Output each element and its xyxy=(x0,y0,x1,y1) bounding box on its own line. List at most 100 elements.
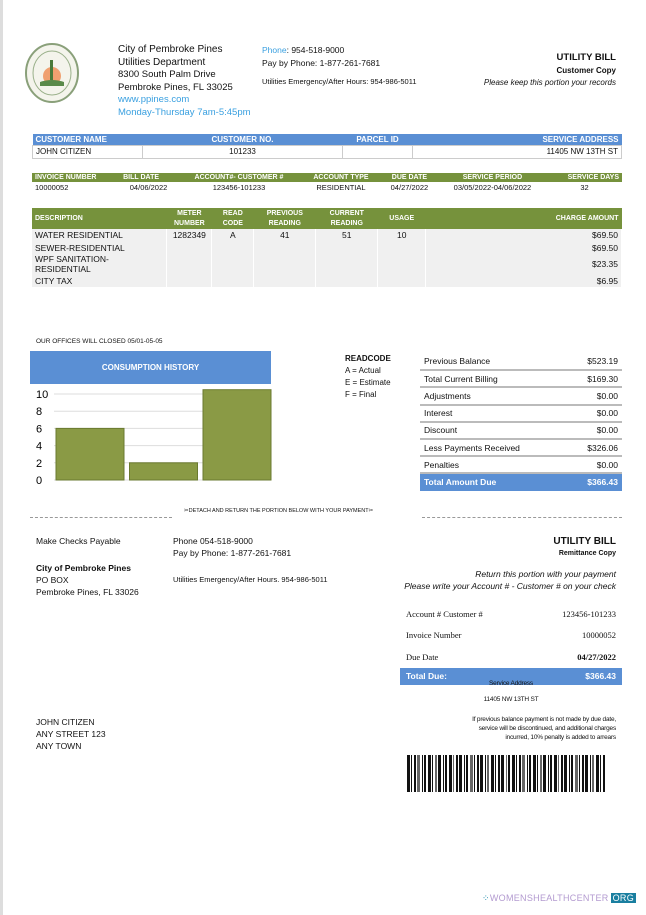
cell xyxy=(211,241,255,255)
col-header: DESCRIPTION xyxy=(32,208,167,229)
org-name: City of Pembroke Pines xyxy=(118,44,223,55)
org-street: 8300 South Palm Drive xyxy=(118,69,216,80)
col-header: CURRENT READING xyxy=(315,208,378,229)
summary-label: Penalties xyxy=(420,456,568,475)
cell: 51 xyxy=(315,229,379,242)
summary-label: Interest xyxy=(420,404,568,423)
cell: RESIDENTIAL xyxy=(316,183,366,192)
cell: 10000052 xyxy=(35,183,69,192)
table-row: WPF SANITATION-RESIDENTIAL $23.35 xyxy=(32,254,622,275)
barcode xyxy=(407,755,605,792)
cell xyxy=(166,274,213,288)
remit-contact: Phone 054-518-9000 Pay by Phone: 1-877-2… xyxy=(173,535,328,586)
summary-label: Previous Balance xyxy=(420,353,568,372)
summary-row: Adjustments $0.00 xyxy=(420,387,622,406)
offices-note: OUR OFFICES WILL CLOSED 05/01-05-05 xyxy=(36,338,163,345)
col-header: SERVICE DAYS xyxy=(547,173,622,182)
readcode-item: F = Final xyxy=(345,390,377,399)
remit-value: 123456-101233 xyxy=(562,608,616,619)
org-website-link[interactable]: www.ppines.com xyxy=(118,94,190,105)
col-header: USAGE xyxy=(377,208,426,229)
remit-value: 04/27/2022 xyxy=(577,651,616,662)
col-header: SERVICE PERIOD xyxy=(437,173,548,182)
summary-label: Discount xyxy=(420,421,568,440)
cell xyxy=(253,274,317,288)
remit-heading: UTILITY BILL Remittance Copy Return this… xyxy=(404,536,616,592)
cell xyxy=(377,241,427,255)
col-header: DUE DATE xyxy=(380,173,438,182)
cell xyxy=(377,274,427,288)
cell xyxy=(166,241,213,255)
bill-heading: UTILITY BILL Customer Copy Please keep t… xyxy=(484,52,616,90)
cell: CITY TAX xyxy=(32,274,168,288)
col-header: METER NUMBER xyxy=(166,208,212,229)
cell: 11405 NW 13TH ST xyxy=(412,144,622,159)
summary-label: Less Payments Received xyxy=(420,438,568,458)
detach-line xyxy=(422,517,622,518)
charges-table: DESCRIPTION METER NUMBER READ CODE PREVIOUS… xyxy=(32,208,622,288)
remit-phone: Phone 054-518-9000 xyxy=(173,536,253,546)
col-header: BILL DATE xyxy=(120,173,177,182)
chart-title: CONSUMPTION HISTORY xyxy=(30,351,271,384)
scissors-icon: ✂ xyxy=(368,508,374,514)
table-row: CITY TAX $6.95 xyxy=(32,274,622,288)
customer-table: CUSTOMER NAME CUSTOMER NO. PARCEL ID SERVIC… xyxy=(32,134,622,159)
payee-name: City of Pembroke Pines xyxy=(36,563,131,573)
chart-bar xyxy=(55,427,125,481)
remit-table: Account # Customer # 123456-101233 Invoice… xyxy=(400,603,622,685)
cell xyxy=(342,144,413,159)
summary-row: Less Payments Received $326.06 xyxy=(420,438,622,458)
cell: 03/05/2022-04/06/2022 xyxy=(453,183,532,192)
summary-value: $169.30 xyxy=(567,370,622,389)
make-checks: Make Checks Payable xyxy=(36,536,121,546)
cell xyxy=(315,241,379,255)
col-header: ACCOUNT TYPE xyxy=(301,173,381,182)
service-address-label: Service Address xyxy=(489,680,533,687)
cell: $6.95 xyxy=(425,274,622,288)
summary-value: $366.43 xyxy=(567,473,622,491)
col-header: CUSTOMER NO. xyxy=(142,134,343,145)
y-tick-label: 2 xyxy=(36,458,42,470)
y-tick-label: 4 xyxy=(36,441,42,453)
y-tick-label: 6 xyxy=(36,423,42,435)
remit-value: $366.43 xyxy=(527,667,622,685)
org-info: City of Pembroke Pines Utilities Departm… xyxy=(118,44,251,119)
summary-row: Previous Balance $523.19 xyxy=(420,353,622,372)
summary-value: $0.00 xyxy=(567,404,622,423)
chart-bar xyxy=(202,389,272,481)
remit-value: 10000052 xyxy=(582,630,616,641)
cell: $69.50 xyxy=(425,229,622,242)
service-address-block: Service Address 11405 NW 13TH ST xyxy=(400,680,622,703)
phone-label: Phone xyxy=(262,45,287,55)
invoice-table: INVOICE NUMBER BILL DATE ACCOUNT#- CUSTOME… xyxy=(32,173,622,193)
col-header: CHARGE AMOUNT xyxy=(425,208,622,229)
cell: $23.35 xyxy=(425,254,622,275)
watermark: ⁘WOMENSHEALTHCENTER ORG xyxy=(482,893,636,903)
table-row: 10000052 04/06/2022 123456-101233 RESIDENTI… xyxy=(32,182,622,193)
cell: 10 xyxy=(377,229,427,242)
city-seal-logo xyxy=(25,43,79,103)
remit-row: Invoice Number 10000052 xyxy=(400,625,622,647)
col-header: ACCOUNT#- CUSTOMER # xyxy=(176,173,301,182)
remit-payee: Make Checks Payable City of Pembroke Pin… xyxy=(36,535,139,598)
y-tick-label: 10 xyxy=(36,389,48,401)
cell xyxy=(211,254,255,275)
remit-title: UTILITY BILL xyxy=(553,536,616,547)
org-city: Pembroke Pines, FL 33025 xyxy=(118,81,233,93)
cell: 123456-101233 xyxy=(212,183,266,192)
detach-note: ✂DETACH AND RETURN THE PORTION BELOW WIT… xyxy=(184,508,374,514)
summary-value: $0.00 xyxy=(567,387,622,406)
remit-label: Account # Customer # xyxy=(406,608,483,619)
cell xyxy=(211,274,255,288)
return-note: Return this portion with your payment xyxy=(475,569,616,579)
bill-copy: Customer Copy xyxy=(556,65,616,75)
col-header: PREVIOUS READING xyxy=(253,208,316,229)
scissors-icon: ✂ xyxy=(184,508,189,514)
cell: 101233 xyxy=(142,144,343,159)
summary-value: $0.00 xyxy=(567,456,622,475)
cell: 1282349 xyxy=(166,229,213,242)
bill-note: Please keep this portion your records xyxy=(483,78,616,87)
cell: 04/06/2022 xyxy=(129,183,168,192)
emergency-phone: Utilities Emergency/After Hours: 954-986… xyxy=(262,77,417,86)
remit-copy: Remittance Copy xyxy=(558,550,616,557)
